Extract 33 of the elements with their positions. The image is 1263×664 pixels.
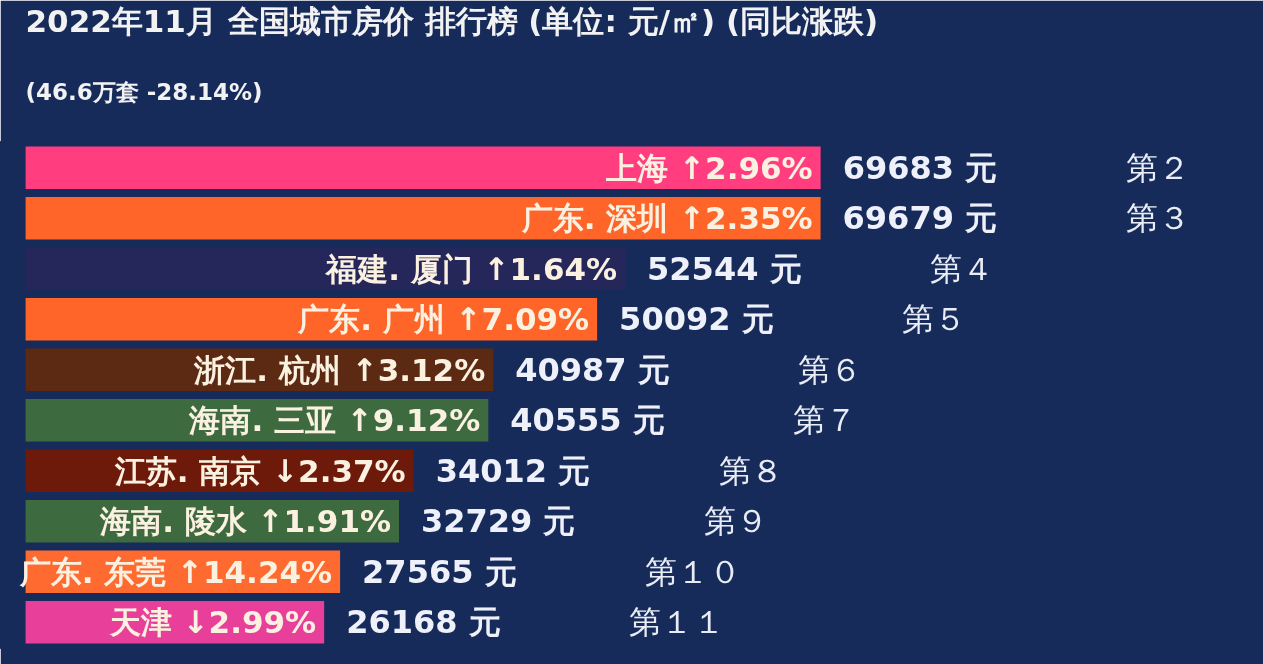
data-label: 32729 元 [421, 502, 576, 541]
data-label: 52544 元 [647, 249, 802, 288]
y-tick-label: 天津 ↓2.99% [108, 604, 317, 641]
annotation: 第２ [1125, 148, 1190, 187]
annotation: 第３ [1125, 199, 1190, 238]
bar [25, 197, 821, 240]
data-label: 26168 元 [346, 603, 501, 642]
y-tick-label: 上海 ↑2.96% [605, 149, 813, 186]
data-label: 40555 元 [510, 401, 665, 440]
data-label: 34012 元 [435, 451, 591, 490]
y-tick-label: 海南. 三亚 ↑9.12% [188, 402, 481, 439]
bar [25, 146, 821, 189]
y-tick-label: 海南. 陵水 ↑1.91% [99, 503, 392, 540]
y-tick-label: 广东. 深圳 ↑2.35% [520, 200, 813, 237]
chart-title: 2022年11月 全国城市房价 排行榜 (单位: 元/㎡) (同比涨跌) [25, 2, 879, 39]
y-tick-label: 福建. 厦门 ↑1.64% [324, 250, 618, 287]
data-label: 50092 元 [619, 300, 774, 339]
y-tick-label: 浙江. 杭州 ↑3.12% [193, 351, 486, 388]
annotation: 第９ [704, 502, 769, 541]
annotation: 第７ [793, 401, 858, 440]
annotation: 第４ [930, 249, 995, 288]
annotation: 第１０ [645, 552, 742, 591]
y-tick-label: 广东. 广州 ↑7.09% [297, 301, 590, 338]
annotation: 第６ [798, 350, 863, 389]
annotation: 第８ [718, 451, 783, 490]
annotation: 第１１ [629, 603, 726, 642]
chart-subtitle: (46.6万套 -28.14%) [25, 78, 263, 105]
data-label: 69679 元 [842, 199, 998, 238]
y-tick-label: 江苏. 南京 ↓2.37% [113, 452, 406, 489]
data-label: 69683 元 [842, 148, 998, 187]
data-label: 40987 元 [515, 350, 670, 389]
annotation: 第５ [902, 300, 967, 339]
data-label: 27565 元 [362, 552, 517, 591]
